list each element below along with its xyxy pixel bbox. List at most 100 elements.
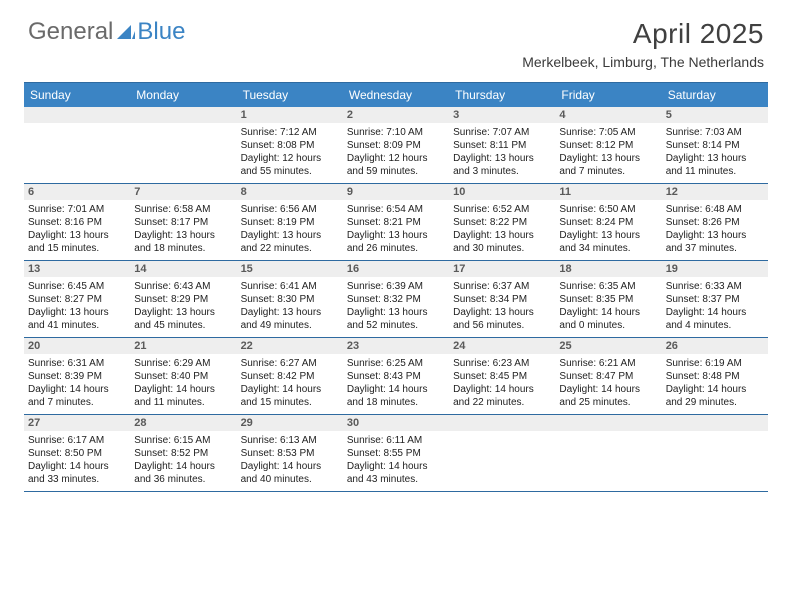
- day-number: 9: [343, 184, 449, 200]
- day-number: 19: [662, 261, 768, 277]
- day-cell: 23Sunrise: 6:25 AMSunset: 8:43 PMDayligh…: [343, 338, 449, 414]
- day-details: Sunrise: 6:50 AMSunset: 8:24 PMDaylight:…: [559, 203, 657, 255]
- daylight-text: Daylight: 14 hours and 22 minutes.: [453, 383, 551, 409]
- day-cell: 8Sunrise: 6:56 AMSunset: 8:19 PMDaylight…: [237, 184, 343, 260]
- day-number: 3: [449, 107, 555, 123]
- sunrise-text: Sunrise: 7:03 AM: [666, 126, 764, 139]
- sunrise-text: Sunrise: 7:07 AM: [453, 126, 551, 139]
- day-details: Sunrise: 7:10 AMSunset: 8:09 PMDaylight:…: [347, 126, 445, 178]
- day-details: Sunrise: 6:31 AMSunset: 8:39 PMDaylight:…: [28, 357, 126, 409]
- week-row: 13Sunrise: 6:45 AMSunset: 8:27 PMDayligh…: [24, 261, 768, 338]
- day-number: 21: [130, 338, 236, 354]
- day-details: Sunrise: 7:12 AMSunset: 8:08 PMDaylight:…: [241, 126, 339, 178]
- daylight-text: Daylight: 13 hours and 37 minutes.: [666, 229, 764, 255]
- sunrise-text: Sunrise: 6:56 AM: [241, 203, 339, 216]
- day-cell: 5 Sunrise: 7:03 AMSunset: 8:14 PMDaylight…: [662, 107, 768, 183]
- sunset-text: Sunset: 8:32 PM: [347, 293, 445, 306]
- sunset-text: Sunset: 8:42 PM: [241, 370, 339, 383]
- day-cell: 17 Sunrise: 6:37 AMSunset: 8:34 PMDayligh…: [449, 261, 555, 337]
- day-details: Sunrise: 6:52 AMSunset: 8:22 PMDaylight:…: [453, 203, 551, 255]
- sunrise-text: Sunrise: 7:10 AM: [347, 126, 445, 139]
- daylight-text: Daylight: 13 hours and 52 minutes.: [347, 306, 445, 332]
- sunrise-text: Sunrise: 6:52 AM: [453, 203, 551, 216]
- sunset-text: Sunset: 8:52 PM: [134, 447, 232, 460]
- sunset-text: Sunset: 8:22 PM: [453, 216, 551, 229]
- daylight-text: Daylight: 14 hours and 7 minutes.: [28, 383, 126, 409]
- day-details: Sunrise: 6:39 AMSunset: 8:32 PMDaylight:…: [347, 280, 445, 332]
- week-row: 20 Sunrise: 6:31 AMSunset: 8:39 PMDayligh…: [24, 338, 768, 415]
- daylight-text: Daylight: 13 hours and 49 minutes.: [241, 306, 339, 332]
- day-details: Sunrise: 6:17 AMSunset: 8:50 PMDaylight:…: [28, 434, 126, 486]
- day-details: Sunrise: 6:58 AMSunset: 8:17 PMDaylight:…: [134, 203, 232, 255]
- day-number: 6: [24, 184, 130, 200]
- day-details: Sunrise: 6:35 AMSunset: 8:35 PMDaylight:…: [559, 280, 657, 332]
- day-details: Sunrise: 6:11 AMSunset: 8:55 PMDaylight:…: [347, 434, 445, 486]
- day-cell: 18Sunrise: 6:35 AMSunset: 8:35 PMDayligh…: [555, 261, 661, 337]
- daylight-text: Daylight: 13 hours and 30 minutes.: [453, 229, 551, 255]
- day-cell: 11Sunrise: 6:50 AMSunset: 8:24 PMDayligh…: [555, 184, 661, 260]
- day-cell: 1Sunrise: 7:12 AMSunset: 8:08 PMDaylight…: [237, 107, 343, 183]
- day-cell: 24Sunrise: 6:23 AMSunset: 8:45 PMDayligh…: [449, 338, 555, 414]
- day-number: 5: [662, 107, 768, 123]
- day-number: [555, 415, 661, 431]
- daylight-text: Daylight: 12 hours and 59 minutes.: [347, 152, 445, 178]
- sunset-text: Sunset: 8:14 PM: [666, 139, 764, 152]
- sunset-text: Sunset: 8:45 PM: [453, 370, 551, 383]
- sunset-text: Sunset: 8:16 PM: [28, 216, 126, 229]
- daylight-text: Daylight: 14 hours and 18 minutes.: [347, 383, 445, 409]
- day-number: 20: [24, 338, 130, 354]
- day-details: Sunrise: 6:23 AMSunset: 8:45 PMDaylight:…: [453, 357, 551, 409]
- day-cell: [449, 415, 555, 491]
- day-cell: 14Sunrise: 6:43 AMSunset: 8:29 PMDayligh…: [130, 261, 236, 337]
- page-header: General Blue April 2025 Merkelbeek, Limb…: [0, 0, 792, 74]
- day-details: Sunrise: 6:45 AMSunset: 8:27 PMDaylight:…: [28, 280, 126, 332]
- location-text: Merkelbeek, Limburg, The Netherlands: [522, 54, 764, 70]
- day-details: Sunrise: 6:56 AMSunset: 8:19 PMDaylight:…: [241, 203, 339, 255]
- day-cell: 28Sunrise: 6:15 AMSunset: 8:52 PMDayligh…: [130, 415, 236, 491]
- daylight-text: Daylight: 14 hours and 25 minutes.: [559, 383, 657, 409]
- day-number: 15: [237, 261, 343, 277]
- day-details: Sunrise: 6:37 AMSunset: 8:34 PMDaylight:…: [453, 280, 551, 332]
- day-details: Sunrise: 6:29 AMSunset: 8:40 PMDaylight:…: [134, 357, 232, 409]
- day-cell: [662, 415, 768, 491]
- day-cell: 19Sunrise: 6:33 AMSunset: 8:37 PMDayligh…: [662, 261, 768, 337]
- day-header-saturday: Saturday: [662, 83, 768, 107]
- daylight-text: Daylight: 13 hours and 11 minutes.: [666, 152, 764, 178]
- sunrise-text: Sunrise: 6:19 AM: [666, 357, 764, 370]
- sunrise-text: Sunrise: 6:48 AM: [666, 203, 764, 216]
- sunrise-text: Sunrise: 7:12 AM: [241, 126, 339, 139]
- logo-text-blue: Blue: [137, 18, 185, 46]
- week-row: 6Sunrise: 7:01 AMSunset: 8:16 PMDaylight…: [24, 184, 768, 261]
- daylight-text: Daylight: 13 hours and 18 minutes.: [134, 229, 232, 255]
- daylight-text: Daylight: 14 hours and 29 minutes.: [666, 383, 764, 409]
- day-details: Sunrise: 6:41 AMSunset: 8:30 PMDaylight:…: [241, 280, 339, 332]
- day-cell: 21 Sunrise: 6:29 AMSunset: 8:40 PMDayligh…: [130, 338, 236, 414]
- sunset-text: Sunset: 8:35 PM: [559, 293, 657, 306]
- day-cell: [555, 415, 661, 491]
- day-number: 17: [449, 261, 555, 277]
- day-details: Sunrise: 6:21 AMSunset: 8:47 PMDaylight:…: [559, 357, 657, 409]
- sunset-text: Sunset: 8:30 PM: [241, 293, 339, 306]
- sunset-text: Sunset: 8:21 PM: [347, 216, 445, 229]
- sunrise-text: Sunrise: 6:41 AM: [241, 280, 339, 293]
- sunset-text: Sunset: 8:43 PM: [347, 370, 445, 383]
- day-cell: 12Sunrise: 6:48 AMSunset: 8:26 PMDayligh…: [662, 184, 768, 260]
- daylight-text: Daylight: 14 hours and 33 minutes.: [28, 460, 126, 486]
- weeks-container: 1Sunrise: 7:12 AMSunset: 8:08 PMDaylight…: [24, 107, 768, 492]
- day-number: [24, 107, 130, 123]
- day-number: 28: [130, 415, 236, 431]
- sunset-text: Sunset: 8:08 PM: [241, 139, 339, 152]
- day-details: Sunrise: 7:07 AMSunset: 8:11 PMDaylight:…: [453, 126, 551, 178]
- sunset-text: Sunset: 8:29 PM: [134, 293, 232, 306]
- sunrise-text: Sunrise: 6:58 AM: [134, 203, 232, 216]
- daylight-text: Daylight: 13 hours and 22 minutes.: [241, 229, 339, 255]
- day-cell: 25Sunrise: 6:21 AMSunset: 8:47 PMDayligh…: [555, 338, 661, 414]
- day-details: Sunrise: 6:13 AMSunset: 8:53 PMDaylight:…: [241, 434, 339, 486]
- day-cell: 13Sunrise: 6:45 AMSunset: 8:27 PMDayligh…: [24, 261, 130, 337]
- sunrise-text: Sunrise: 6:35 AM: [559, 280, 657, 293]
- sunset-text: Sunset: 8:27 PM: [28, 293, 126, 306]
- sunset-text: Sunset: 8:11 PM: [453, 139, 551, 152]
- sunset-text: Sunset: 8:24 PM: [559, 216, 657, 229]
- day-cell: 4Sunrise: 7:05 AMSunset: 8:12 PMDaylight…: [555, 107, 661, 183]
- day-header-monday: Monday: [130, 83, 236, 107]
